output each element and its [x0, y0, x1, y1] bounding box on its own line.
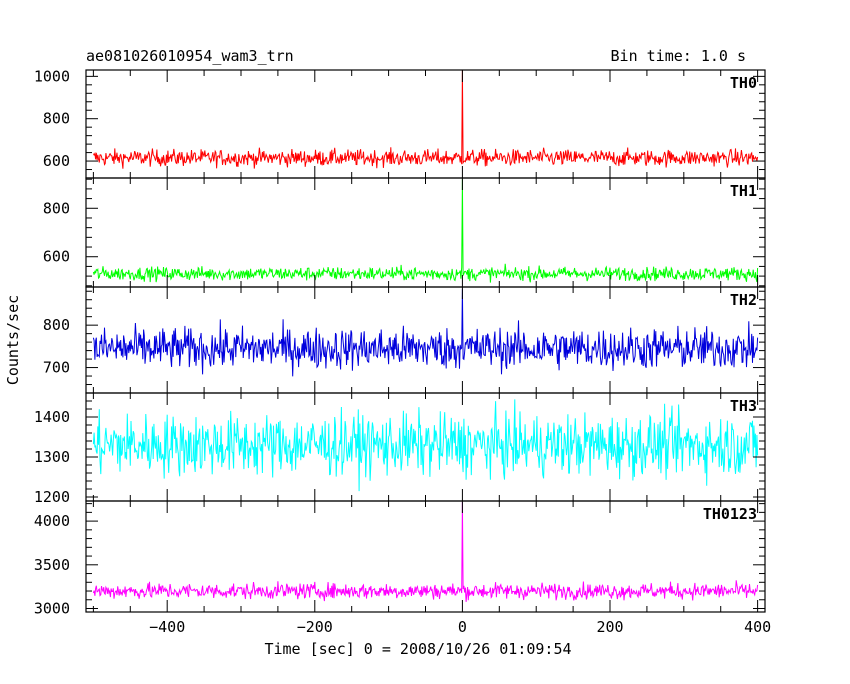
series-th2-line [92, 289, 759, 377]
x-tick-label: 0 [458, 618, 467, 636]
panels-group: 600 800 1000 TH0 600 800 TH1 700 800 TH2 1200 1300 1… [34, 67, 771, 636]
y-tick-label-th3: 1200 [34, 488, 70, 506]
series-th3-line [92, 399, 759, 492]
y-tick-label-th1: 600 [43, 248, 70, 266]
x-axis-label: Time [sec] 0 = 2008/10/26 01:09:54 [264, 640, 571, 658]
y-tick-label-th0: 600 [43, 152, 70, 170]
y-tick-label-th3: 1400 [34, 408, 70, 426]
series-th0123-line [92, 501, 759, 602]
y-tick-label-th0: 800 [43, 110, 70, 128]
y-tick-label-th2: 700 [43, 359, 70, 377]
y-tick-label-th3: 1300 [34, 448, 70, 466]
panel-label-th1: TH1 [730, 182, 757, 200]
panel-frame-th0 [85, 69, 766, 179]
x-tick-label: −400 [149, 618, 185, 636]
bin-time-label: Bin time: 1.0 s [611, 47, 746, 65]
x-tick-label: −200 [297, 618, 333, 636]
y-tick-label-th0: 1000 [34, 67, 70, 85]
y-tick-label-th2: 800 [43, 316, 70, 334]
x-tick-label: 200 [596, 618, 623, 636]
y-tick-label-th0123: 3000 [34, 600, 70, 618]
chart-title: ae081026010954_wam3_trn [86, 47, 294, 65]
y-tick-label-th0123: 3500 [34, 556, 70, 574]
x-tick-label: 400 [744, 618, 771, 636]
y-tick-label-th1: 800 [43, 199, 70, 217]
panel-label-th3: TH3 [730, 397, 757, 415]
y-tick-label-th0123: 4000 [34, 512, 70, 530]
y-axis-label: Counts/sec [4, 295, 22, 385]
panel-label-th0123: TH0123 [703, 505, 757, 523]
panel-frame-th1 [85, 177, 766, 288]
series-th1-line [92, 179, 759, 283]
panel-label-th0: TH0 [730, 74, 757, 92]
panel-label-th2: TH2 [730, 291, 757, 309]
series-th0-line [92, 69, 759, 169]
